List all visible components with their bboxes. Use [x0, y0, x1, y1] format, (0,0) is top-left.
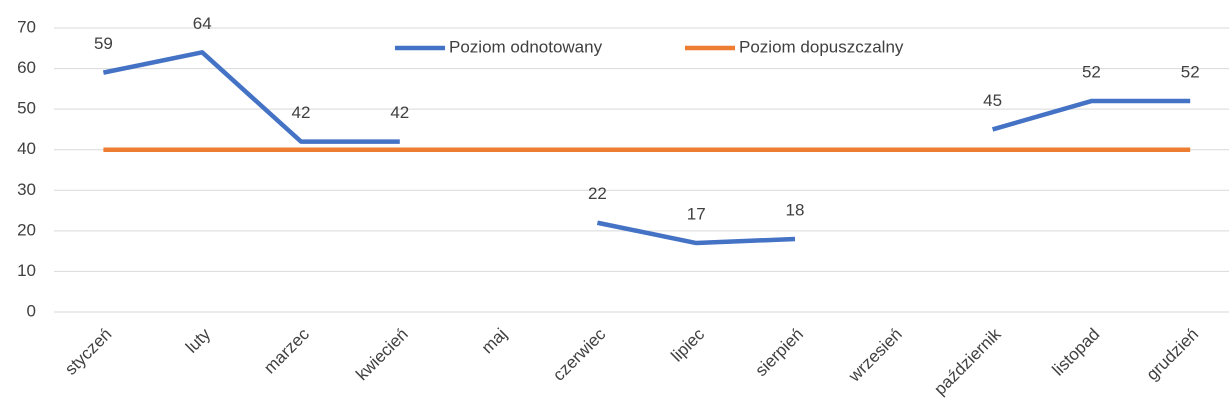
x-tick-label: wrzesień — [844, 325, 906, 387]
data-label: 59 — [94, 34, 113, 53]
x-tick-label: kwiecień — [352, 325, 412, 385]
legend-label: Poziom dopuszczalny — [739, 37, 904, 56]
x-tick-label: styczeń — [61, 325, 115, 379]
x-tick-label: czerwiec — [549, 324, 610, 385]
x-tick-label: lipiec — [667, 324, 708, 365]
x-tick-label: maj — [478, 325, 511, 358]
data-label: 52 — [1181, 63, 1200, 82]
x-tick-label: listopad — [1049, 325, 1104, 380]
x-tick-label: sierpień — [751, 325, 807, 381]
data-label: 45 — [983, 91, 1002, 110]
y-tick-label: 20 — [17, 220, 36, 239]
y-tick-label: 30 — [17, 180, 36, 199]
legend-label: Poziom odnotowany — [449, 37, 603, 56]
data-label: 42 — [292, 103, 311, 122]
data-label: 17 — [687, 205, 706, 224]
y-tick-label: 60 — [17, 58, 36, 77]
y-tick-label: 70 — [17, 17, 36, 36]
x-tick-label: luty — [182, 324, 214, 356]
data-label: 52 — [1082, 63, 1101, 82]
data-label: 18 — [786, 200, 805, 219]
series-line — [102, 50, 1191, 246]
y-tick-label: 40 — [17, 139, 36, 158]
x-tick-label: październik — [930, 324, 1005, 399]
data-label: 64 — [193, 14, 212, 33]
x-tick-label: grudzień — [1143, 325, 1203, 385]
y-tick-label: 10 — [17, 261, 36, 280]
data-label: 22 — [588, 184, 607, 203]
y-tick-label: 0 — [27, 301, 36, 320]
data-label: 42 — [390, 103, 409, 122]
x-tick-label: marzec — [260, 324, 313, 377]
y-tick-label: 50 — [17, 99, 36, 118]
